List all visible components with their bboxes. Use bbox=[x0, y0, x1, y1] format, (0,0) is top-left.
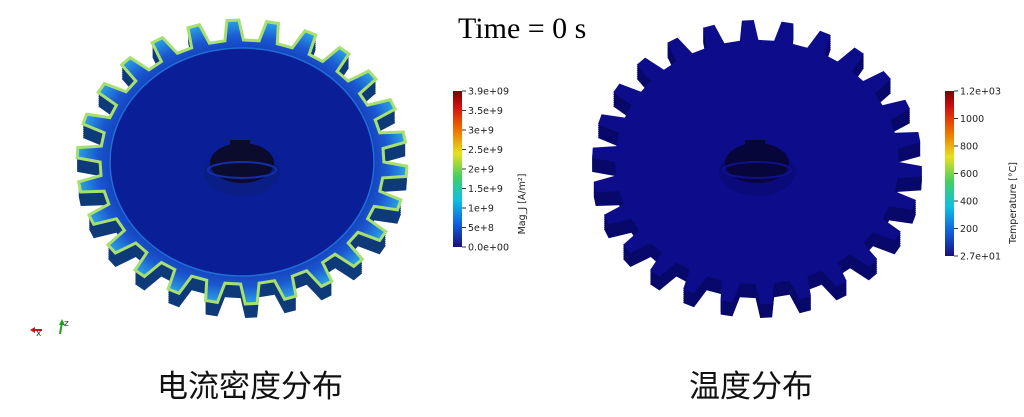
temperature-caption: 温度分布 bbox=[689, 369, 813, 405]
colorbar-tick-label: 3.9e+09 bbox=[468, 87, 509, 98]
colorbar-gradient bbox=[453, 91, 462, 247]
colorbar-tick-label: 2e+9 bbox=[468, 165, 494, 176]
current-density-caption: 电流密度分布 bbox=[157, 369, 343, 405]
axis-z-label: z bbox=[64, 319, 69, 329]
gear-hub bbox=[719, 140, 795, 196]
colorbar-tick-label: 600 bbox=[960, 169, 978, 180]
colorbar-tick-label: 1.2e+03 bbox=[960, 87, 1001, 98]
colorbar-tick-label: 3e+9 bbox=[468, 126, 494, 137]
current-density-colorbar: 3.9e+09 3.5e+9 3e+9 2.5e+9 2e+9 1.5e+9 1e+9 5e+… bbox=[453, 87, 528, 254]
temperature-colorbar: 1.2e+03 1000 800 600 400 200 2.7e+01 Temperatu… bbox=[945, 87, 1019, 263]
colorbar-title: Temperature [°C] bbox=[1008, 162, 1019, 245]
colorbar-tick-label: 1000 bbox=[960, 114, 984, 125]
colorbar-tick-label: 1e+9 bbox=[468, 204, 494, 215]
temperature-gear bbox=[592, 20, 922, 318]
colorbar-tick-label: 400 bbox=[960, 197, 978, 208]
colorbar-tick-label: 2.5e+9 bbox=[468, 145, 503, 156]
axis-x-label: x bbox=[36, 329, 42, 339]
colorbar-title: Mag_J [A/m²] bbox=[517, 174, 528, 235]
colorbar-gradient bbox=[945, 91, 954, 256]
colorbar-tick-label: 800 bbox=[960, 142, 978, 153]
orientation-axes-triad: x z bbox=[30, 319, 69, 339]
colorbar-tick-label: 1.5e+9 bbox=[468, 184, 503, 195]
current-density-gear bbox=[75, 18, 409, 318]
colorbar-tick-label: 3.5e+9 bbox=[468, 106, 503, 117]
colorbar-tick-label: 0.0e+00 bbox=[468, 243, 509, 254]
colorbar-tick-label: 2.7e+01 bbox=[960, 252, 1001, 263]
colorbar-tick-label: 200 bbox=[960, 224, 978, 235]
time-label: Time = 0 s bbox=[458, 12, 587, 45]
colorbar-tick-label: 5e+8 bbox=[468, 223, 494, 234]
gear-hub bbox=[204, 140, 280, 196]
